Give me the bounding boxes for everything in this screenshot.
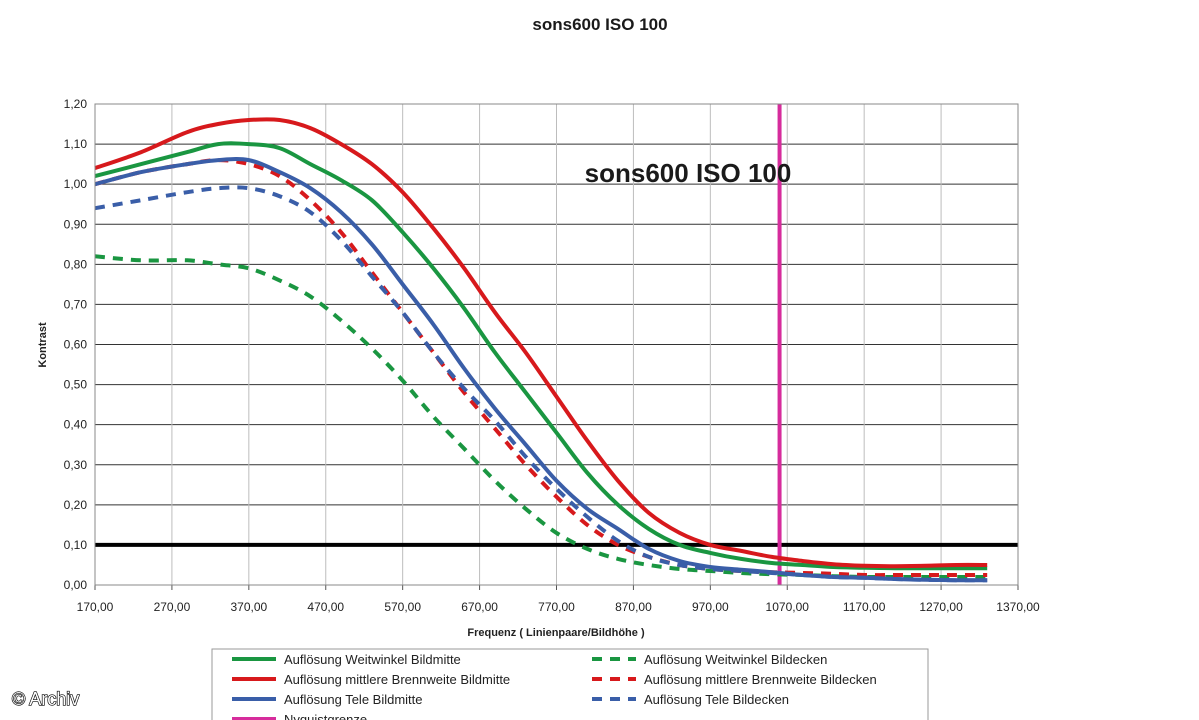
y-tick-label: 1,00 — [64, 177, 88, 191]
x-tick-label: 670,00 — [461, 600, 498, 614]
x-tick-label: 1170,00 — [843, 600, 886, 614]
series-lines — [94, 117, 988, 583]
x-tick-label: 870,00 — [615, 600, 652, 614]
y-tick-label: 0,10 — [64, 538, 88, 552]
watermark-text: © Archiv — [12, 689, 79, 709]
grid-lines — [94, 103, 1019, 590]
y-tick-label: 0,20 — [64, 498, 88, 512]
x-tick-label: 470,00 — [307, 600, 344, 614]
y-tick-labels: 0,00 0,10 0,20 0,30 0,40 0,50 0,60 0,70 0,80 0,90… — [64, 97, 88, 592]
x-tick-label: 770,00 — [538, 600, 575, 614]
x-tick-label: 1070,00 — [766, 600, 810, 614]
x-tick-label: 570,00 — [384, 600, 421, 614]
y-tick-label: 0,30 — [64, 458, 88, 472]
inner-chart-title: sons600 ISO 100 — [585, 158, 792, 188]
x-tick-label: 1270,00 — [919, 600, 963, 614]
series-line-dashed-0 — [94, 254, 988, 580]
x-tick-label: 1370,00 — [996, 600, 1040, 614]
legend-label: Auflösung Tele Bildecken — [644, 692, 789, 707]
y-tick-label: 0,50 — [64, 378, 88, 392]
legend-label: Auflösung mittlere Brennweite Bildecken — [644, 672, 877, 687]
series-line-solid-3 — [94, 141, 988, 571]
legend-frame — [211, 648, 929, 720]
y-tick-label: 0,40 — [64, 418, 88, 432]
y-tick-label: 0,70 — [64, 297, 88, 311]
y-tick-label: 0,80 — [64, 257, 88, 271]
y-tick-label: 0,00 — [64, 578, 88, 592]
legend-label: Auflösung Weitwinkel Bildmitte — [284, 652, 461, 667]
series-line-dashed-1 — [94, 158, 988, 578]
y-tick-label: 0,60 — [64, 338, 88, 352]
reference-lines — [95, 104, 1018, 585]
series-line-solid-4 — [94, 117, 988, 569]
legend: Auflösung Weitwinkel Bildmitte Auflösung … — [211, 648, 929, 720]
x-tick-label: 370,00 — [230, 600, 267, 614]
series-line-solid-5 — [94, 157, 988, 583]
x-tick-label: 970,00 — [692, 600, 729, 614]
y-tick-label: 1,20 — [64, 97, 88, 111]
legend-label: Nyquistgrenze — [284, 712, 367, 720]
y-tick-label: 0,90 — [64, 217, 88, 231]
y-axis-label: Kontrast — [37, 322, 49, 368]
x-tick-label: 170,00 — [77, 600, 114, 614]
x-axis-label: Frequenz ( Linienpaare/Bildhöhe ) — [467, 627, 645, 639]
x-tick-label: 270,00 — [154, 600, 191, 614]
legend-label: Auflösung Weitwinkel Bildecken — [644, 652, 827, 667]
legend-label: Auflösung Tele Bildmitte — [284, 692, 423, 707]
plot-frame — [94, 103, 1019, 586]
legend-label: Auflösung mittlere Brennweite Bildmitte — [284, 672, 510, 687]
chart-title: sons600 ISO 100 — [532, 15, 667, 34]
y-tick-label: 1,10 — [64, 137, 88, 151]
x-tick-labels: 170,00 270,00 370,00 470,00 570,00 670,00 770,… — [77, 600, 1040, 614]
